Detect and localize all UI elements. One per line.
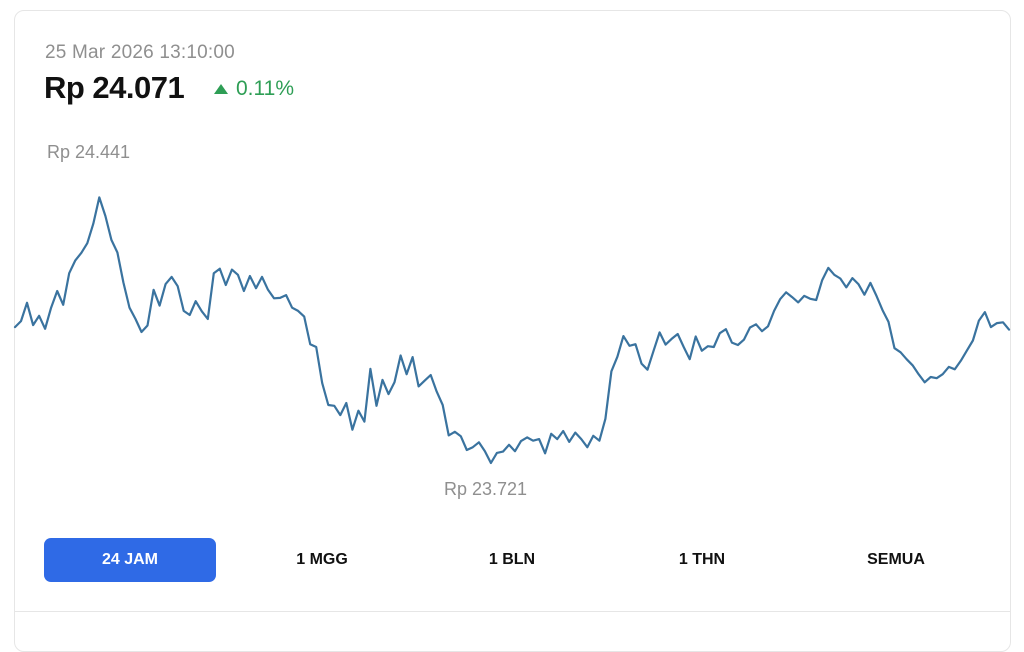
chart-max-label: Rp 24.441 <box>47 142 131 162</box>
card-bottom-divider <box>14 611 1010 612</box>
current-price: Rp 24.071 <box>44 70 185 105</box>
series-line <box>13 196 1011 465</box>
tab-1-bln[interactable]: 1 BLN <box>488 551 536 568</box>
tab-24-jam[interactable]: 24 JAM <box>44 538 216 582</box>
price-chart <box>13 196 1011 465</box>
chart-min-label: Rp 23.721 <box>444 479 528 499</box>
tab-1-mgg[interactable]: 1 MGG <box>296 551 348 568</box>
tab-1-thn[interactable]: 1 THN <box>678 551 726 568</box>
price-change: 0.11% <box>214 77 294 101</box>
triangle-up-icon <box>214 84 228 94</box>
timestamp: 25 Mar 2026 13:10:00 <box>45 42 235 63</box>
tab-semua[interactable]: SEMUA <box>867 551 925 568</box>
range-tabs: 24 JAM 1 MGG 1 BLN 1 THN SEMUA <box>44 538 984 582</box>
price-change-value: 0.11% <box>236 77 294 100</box>
